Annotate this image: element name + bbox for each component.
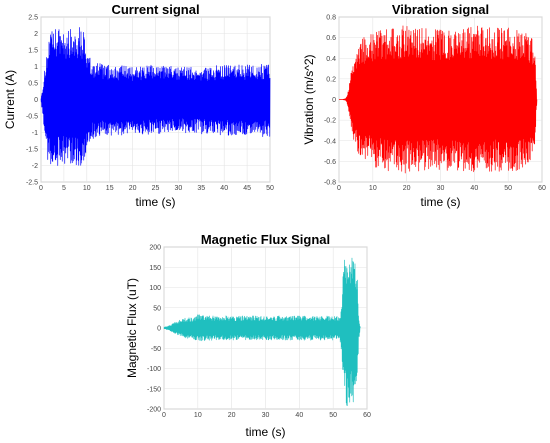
current-signal-chart: 0 5 10 15 20 25 30 35 40 45 50 -2.5 -2 -1.5 -1 -0.5 0 0.5… bbox=[3, 2, 274, 209]
y-tick-label: 2 bbox=[34, 31, 38, 38]
signal-trace bbox=[338, 25, 538, 174]
x-axis-label: time (s) bbox=[136, 195, 176, 209]
chart-title: Current signal bbox=[111, 2, 199, 17]
x-tick-label: 20 bbox=[403, 185, 411, 192]
x-tick-label: 40 bbox=[470, 185, 478, 192]
x-tick-label: 50 bbox=[266, 185, 274, 192]
y-tick-label: 0 bbox=[34, 97, 38, 104]
y-tick-label: -150 bbox=[147, 386, 161, 393]
x-tick-label: 10 bbox=[83, 185, 91, 192]
x-tick-label: 10 bbox=[369, 185, 377, 192]
y-tick-label: 0.4 bbox=[326, 56, 336, 63]
x-axis-label: time (s) bbox=[421, 195, 461, 209]
y-tick-label: 100 bbox=[149, 285, 161, 292]
x-tick-label: 40 bbox=[295, 412, 303, 419]
y-tick-label: 0.2 bbox=[326, 76, 336, 83]
magnetic-flux-chart: 0 10 20 30 40 50 60 -200 -150 -100 -50 0 50 100 150 200… bbox=[125, 232, 371, 439]
chart-title: Vibration signal bbox=[392, 2, 489, 17]
y-tick-label: -0.4 bbox=[324, 138, 336, 145]
y-tick-label: -0.2 bbox=[324, 118, 336, 125]
y-axis-label: Magnetic Flux (uT) bbox=[125, 278, 139, 378]
x-tick-label: 0 bbox=[337, 185, 341, 192]
y-tick-label: 0.6 bbox=[326, 35, 336, 42]
y-axis-label: Current (A) bbox=[3, 70, 17, 129]
x-tick-label: 50 bbox=[504, 185, 512, 192]
x-tick-label: 45 bbox=[243, 185, 251, 192]
x-tick-label: 35 bbox=[197, 185, 205, 192]
chart-title: Magnetic Flux Signal bbox=[201, 232, 330, 247]
x-tick-label: 30 bbox=[437, 185, 445, 192]
y-tick-label: 1.5 bbox=[28, 48, 38, 55]
y-tick-label: -1.5 bbox=[26, 147, 38, 154]
y-tick-label: -100 bbox=[147, 366, 161, 373]
x-tick-label: 15 bbox=[106, 185, 114, 192]
x-tick-label: 40 bbox=[220, 185, 228, 192]
y-tick-label: 0.5 bbox=[28, 81, 38, 88]
y-tick-label: -1 bbox=[32, 130, 38, 137]
y-tick-label: 200 bbox=[149, 245, 161, 252]
x-tick-label: 0 bbox=[39, 185, 43, 192]
y-tick-label: 2.5 bbox=[28, 15, 38, 22]
y-tick-label: 0.8 bbox=[326, 15, 336, 22]
y-tick-label: -0.6 bbox=[324, 159, 336, 166]
signal-trace bbox=[40, 27, 271, 166]
y-tick-label: 0 bbox=[157, 326, 161, 333]
vibration-signal-chart: 0 10 20 30 40 50 60 -0.8 -0.6 -0.4 -0.2 0 0.2 0.4 0.6 0… bbox=[302, 2, 546, 209]
y-tick-label: -50 bbox=[151, 346, 161, 353]
y-tick-label: -2.5 bbox=[26, 180, 38, 187]
x-tick-label: 30 bbox=[262, 412, 270, 419]
x-tick-label: 20 bbox=[129, 185, 137, 192]
x-tick-label: 5 bbox=[62, 185, 66, 192]
y-tick-label: 0 bbox=[332, 97, 336, 104]
y-axis-label: Vibration (m/s^2) bbox=[302, 54, 316, 144]
x-tick-label: 30 bbox=[175, 185, 183, 192]
x-tick-label: 20 bbox=[228, 412, 236, 419]
y-tick-label: -200 bbox=[147, 407, 161, 414]
y-tick-label: 50 bbox=[153, 305, 161, 312]
x-axis-label: time (s) bbox=[246, 425, 286, 439]
y-tick-label: -0.5 bbox=[26, 114, 38, 121]
signal-trace bbox=[163, 257, 361, 406]
x-tick-label: 60 bbox=[538, 185, 546, 192]
x-tick-label: 25 bbox=[152, 185, 160, 192]
y-tick-label: -2 bbox=[32, 163, 38, 170]
x-tick-label: 0 bbox=[162, 412, 166, 419]
x-tick-label: 10 bbox=[194, 412, 202, 419]
x-tick-label: 50 bbox=[329, 412, 337, 419]
y-tick-label: 1 bbox=[34, 64, 38, 71]
y-tick-label: -0.8 bbox=[324, 180, 336, 187]
y-tick-label: 150 bbox=[149, 265, 161, 272]
x-tick-label: 60 bbox=[363, 412, 371, 419]
